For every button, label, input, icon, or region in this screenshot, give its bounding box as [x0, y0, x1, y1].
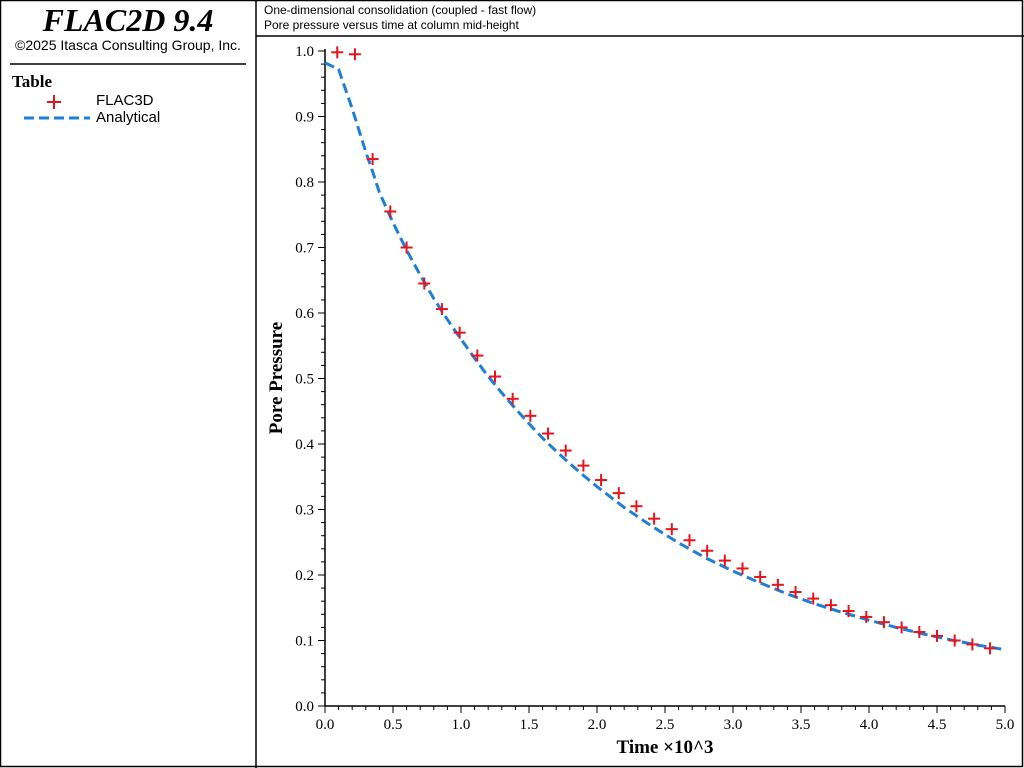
flac3d-data-point	[384, 205, 397, 218]
y-tick-label: 1.0	[295, 44, 314, 60]
flac3d-data-point	[471, 349, 484, 362]
analytical-series-line	[324, 61, 1006, 652]
flac3d-data-point	[966, 638, 979, 651]
y-tick-label: 0.0	[295, 699, 314, 715]
plus-marker-icon	[47, 95, 61, 109]
legend-label-flac3d: FLAC3D	[96, 92, 154, 109]
flac3d-data-point	[736, 562, 749, 575]
flac3d-data-point	[860, 610, 873, 623]
chart-title: One-dimensional consolidation (coupled -…	[264, 3, 537, 17]
app-title: FLAC2D 9.4	[42, 2, 214, 38]
flac3d-data-point	[718, 554, 731, 567]
x-tick-label: 1.5	[520, 717, 539, 733]
flac3d-data-point	[877, 616, 890, 629]
flac3d-data-point	[648, 512, 661, 525]
flac3d-data-point	[789, 586, 802, 599]
flac3d-data-point	[400, 241, 413, 254]
x-tick-label: 4.0	[860, 717, 879, 733]
flac3d-data-point	[331, 46, 344, 59]
flac3d-data-point	[418, 277, 431, 290]
x-tick-label: 0.5	[384, 717, 403, 733]
flac3d-data-point	[701, 544, 714, 557]
flac3d-data-point	[913, 625, 926, 638]
y-tick-label: 0.5	[295, 372, 314, 388]
flac3d-data-point	[665, 523, 678, 536]
y-tick-label: 0.1	[295, 634, 314, 650]
x-tick-label: 4.5	[928, 717, 947, 733]
x-tick-label: 0.0	[316, 717, 335, 733]
flac3d-data-point	[771, 578, 784, 591]
flac3d-data-point	[542, 427, 555, 440]
x-tick-label: 3.5	[792, 717, 811, 733]
legend-title: Table	[12, 72, 53, 91]
flac3d-data-point	[453, 326, 466, 339]
flac3d-data-point	[824, 599, 837, 612]
flac3d-data-point	[577, 459, 590, 472]
legend-label-analytical: Analytical	[96, 109, 161, 126]
x-tick-label: 5.0	[996, 717, 1015, 733]
flac3d-data-point	[559, 444, 572, 457]
flac3d-data-point	[366, 153, 379, 166]
flac3d-data-point	[984, 642, 997, 655]
y-axis-label: Pore Pressure	[266, 322, 287, 434]
flac3d-data-point	[807, 592, 820, 605]
y-tick-label: 0.9	[295, 110, 314, 126]
y-tick-label: 0.3	[295, 503, 314, 519]
flac3d-data-point	[931, 629, 943, 642]
x-axis-label: Time ×10^3	[617, 737, 714, 758]
flac3d-data-point	[348, 48, 361, 61]
x-tick-label: 1.0	[452, 717, 471, 733]
flac3d-data-point	[435, 303, 448, 316]
flac3d-data-point	[948, 634, 961, 647]
chart-subtitle: Pore pressure versus time at column mid-…	[264, 18, 519, 32]
x-tick-label: 2.0	[588, 717, 607, 733]
x-tick-label: 2.5	[656, 717, 675, 733]
flac3d-data-point	[612, 487, 625, 500]
y-tick-label: 0.2	[295, 568, 314, 584]
y-tick-label: 0.6	[295, 306, 314, 322]
flac3d-data-point	[524, 409, 537, 422]
y-tick-label: 0.8	[295, 175, 314, 191]
x-tick-label: 3.0	[724, 717, 743, 733]
copyright-text: ©2025 Itasca Consulting Group, Inc.	[15, 37, 241, 53]
flac3d-data-point	[489, 370, 501, 383]
flac3d-data-point	[895, 621, 908, 634]
dashed-line-icon	[24, 116, 90, 120]
flac3d-data-point	[683, 534, 696, 547]
flac3d-data-point	[630, 500, 643, 513]
y-tick-label: 0.7	[295, 241, 314, 257]
y-tick-label: 0.4	[295, 437, 314, 453]
flac3d-data-point	[595, 474, 608, 487]
flac3d-data-point	[506, 392, 519, 405]
flac3d-data-point	[754, 570, 767, 583]
flac3d-data-point	[842, 605, 855, 618]
